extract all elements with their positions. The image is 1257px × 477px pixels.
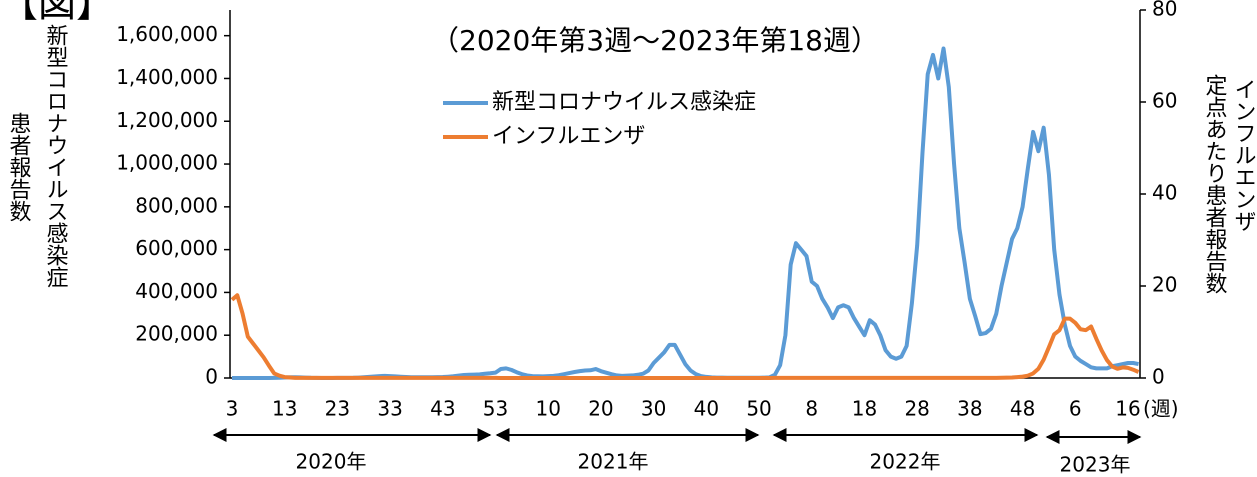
x-tick-label: 13	[272, 397, 297, 421]
y-tick-label: 400,000	[135, 279, 218, 303]
y-tick-label: 200,000	[135, 322, 218, 346]
x-tick-label: 30	[641, 397, 666, 421]
x-tick-label: 40	[694, 397, 719, 421]
y-tick-label: 1,000,000	[116, 151, 218, 175]
y-tick-label: 600,000	[135, 236, 218, 260]
x-tick-label: 28	[904, 397, 929, 421]
year-label: 2022年	[870, 450, 941, 474]
chart-title: 【図】	[0, 0, 114, 26]
x-tick-label: 53	[483, 397, 508, 421]
legend-label: インフルエンザ	[492, 124, 645, 149]
y-tick-label: 0	[205, 365, 218, 389]
y2-tick-label: 40	[1152, 181, 1177, 205]
y-tick-label: 1,400,000	[116, 65, 218, 89]
y-axis-label: 患者報告数	[6, 112, 32, 222]
x-axis-unit: (週)	[1143, 397, 1179, 421]
year-label: 2020年	[296, 450, 367, 474]
x-tick-label: 50	[746, 397, 771, 421]
x-tick-label: 33	[377, 397, 402, 421]
y2-tick-label: 20	[1152, 273, 1177, 297]
x-tick-label: 3	[226, 397, 239, 421]
x-tick-label: 20	[588, 397, 613, 421]
chart-subtitle: （2020年第3週～2023年第18週）	[431, 24, 879, 57]
x-tick-label: 23	[325, 397, 350, 421]
y2-axis-label: インフルエンザ	[1231, 78, 1256, 232]
x-tick-label: 6	[1069, 397, 1082, 421]
y2-tick-label: 0	[1152, 365, 1165, 389]
y-tick-label: 1,200,000	[116, 108, 218, 132]
y2-tick-label: 80	[1152, 0, 1177, 21]
y2-tick-label: 60	[1152, 89, 1177, 113]
year-arrows	[212, 428, 1142, 444]
y-axis-label: 新型コロナウイルス感染症	[43, 24, 69, 288]
x-tick-label: 16	[1115, 397, 1140, 421]
y-tick-label: 1,600,000	[116, 22, 218, 46]
legend-label: 新型コロナウイルス感染症	[492, 90, 756, 115]
year-label: 2023年	[1060, 453, 1131, 477]
x-tick-label: 48	[1010, 397, 1035, 421]
x-tick-label: 43	[430, 397, 455, 421]
y2-axis-label: 定点あたり患者報告数	[1202, 74, 1228, 294]
x-tick-label: 38	[957, 397, 982, 421]
year-label: 2021年	[578, 450, 649, 474]
x-tick-label: 8	[805, 397, 818, 421]
y-tick-label: 800,000	[135, 193, 218, 217]
series-line	[230, 293, 1140, 380]
x-tick-label: 18	[852, 397, 877, 421]
x-tick-label: 10	[536, 397, 561, 421]
